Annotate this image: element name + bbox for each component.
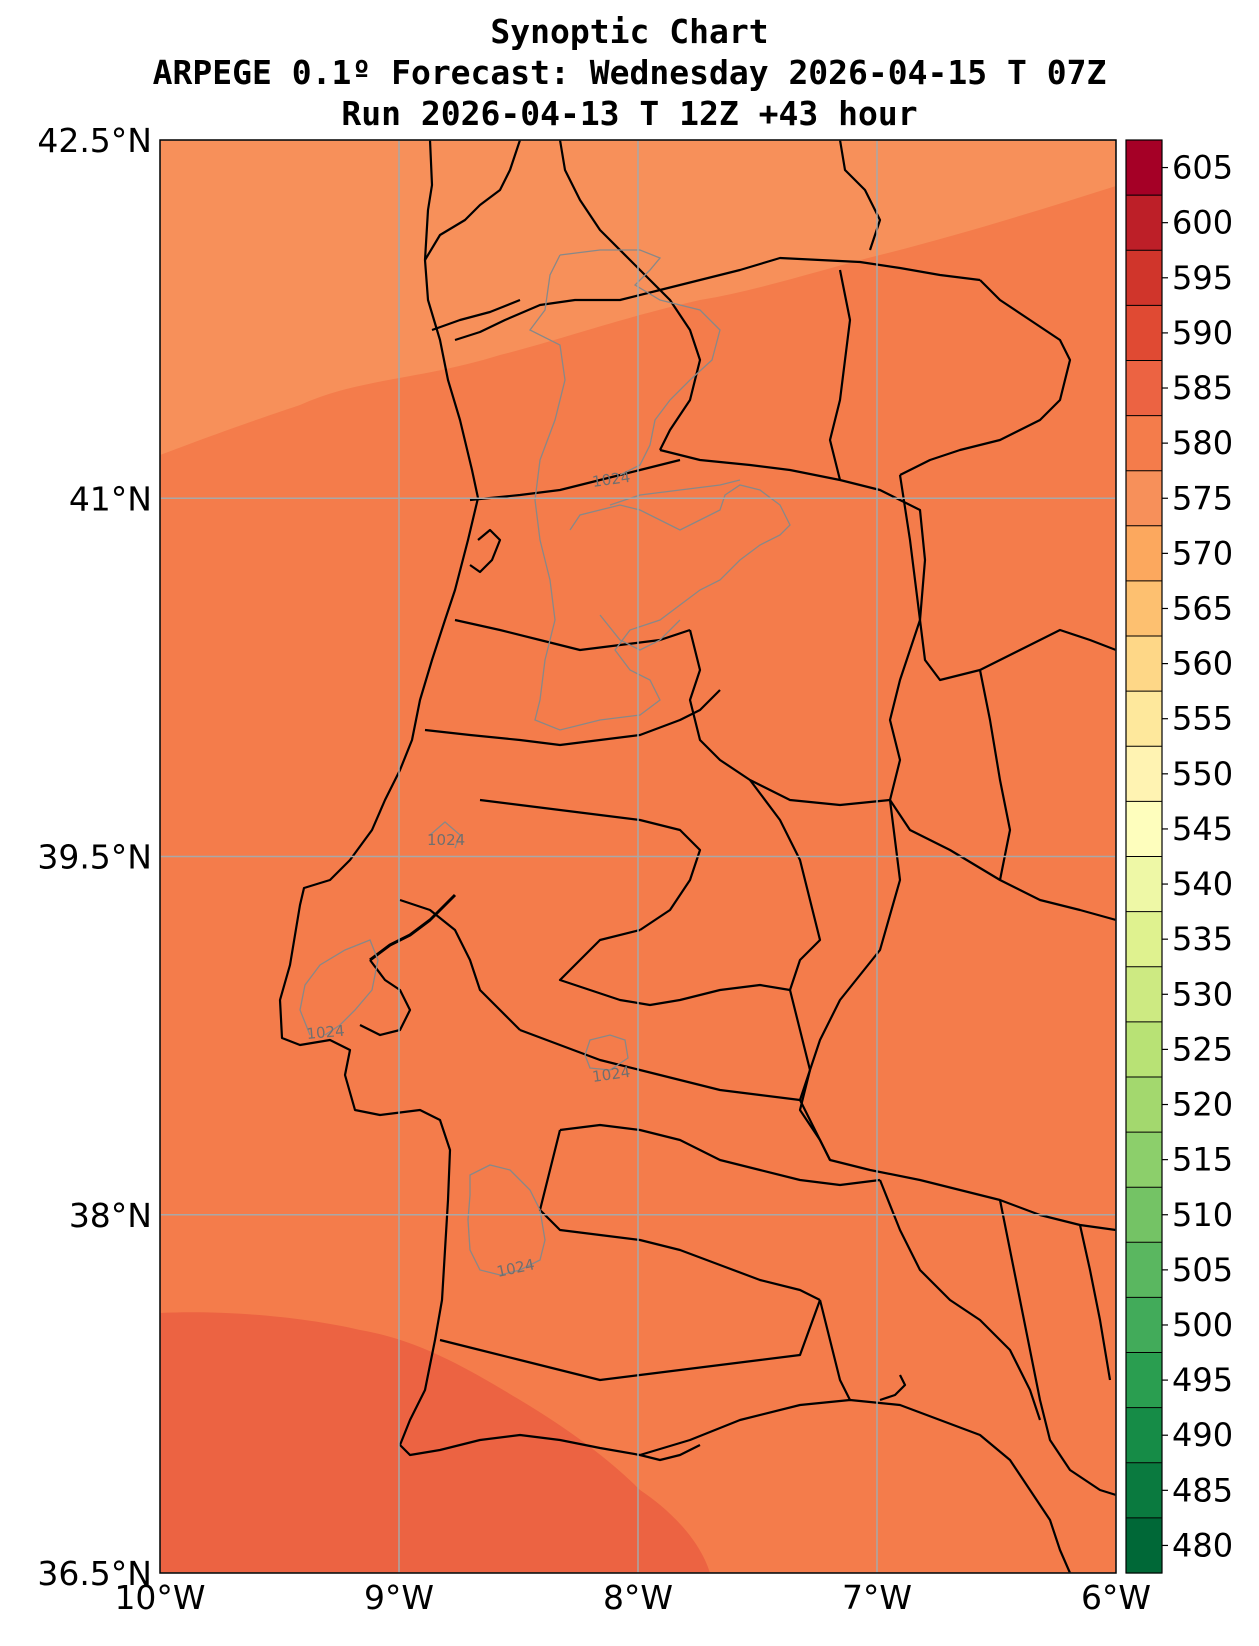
lat-tick-label: 36.5°N — [37, 1554, 152, 1593]
colorbar-tick-label: 575 — [1172, 479, 1233, 517]
colorbar-swatch — [1126, 525, 1162, 582]
lat-tick-label: 38°N — [69, 1196, 152, 1235]
colorbar-swatch — [1126, 636, 1162, 692]
colorbar-tick-label: 595 — [1172, 259, 1233, 297]
colorbar-tick-label: 505 — [1172, 1251, 1233, 1289]
isobar-label: 1024 — [306, 1022, 346, 1043]
map-axes: 10°W 9°W 8°W 7°W 6°W 42.5°N 41°N 39.5°N 38°N 36.5… — [37, 121, 1151, 1617]
colorbar-frame — [1125, 139, 1163, 1574]
lon-tick-label: 9°W — [364, 1578, 434, 1617]
run-subtitle: Run 2026-04-13 T 12Z +43 hour — [341, 94, 918, 133]
colorbar-tick-label: 585 — [1172, 369, 1233, 407]
colorbar-tick-label: 525 — [1172, 1030, 1233, 1068]
colorbar-tick-label: 510 — [1172, 1196, 1233, 1234]
colorbar-tick-label: 550 — [1172, 755, 1233, 793]
lon-tick-label: 7°W — [842, 1578, 912, 1617]
forecast-subtitle: ARPEGE 0.1º Forecast: Wednesday 2026-04-… — [152, 53, 1107, 92]
colorbar-swatch — [1126, 1517, 1162, 1574]
map-gridlines — [160, 140, 1116, 1573]
colorbar-tick-label: 565 — [1172, 589, 1233, 627]
colorbar-tick-label: 500 — [1172, 1306, 1233, 1344]
colorbar-swatch — [1126, 470, 1162, 527]
lat-tick-label: 42.5°N — [37, 121, 152, 160]
colorbar-swatch — [1126, 305, 1162, 362]
colorbar-tick-label: 555 — [1172, 700, 1233, 738]
map-frame — [159, 139, 1117, 1574]
lon-tick-label: 10°W — [114, 1578, 205, 1617]
colorbar-swatch — [1126, 1352, 1162, 1409]
colorbar-tick-label: 605 — [1172, 149, 1233, 187]
colorbar-tick-label: 530 — [1172, 975, 1233, 1013]
lat-tick-label: 41°N — [69, 479, 152, 518]
isobar-label: 1024 — [427, 831, 465, 849]
colorbar-swatch — [1126, 1462, 1162, 1519]
colorbar-swatch — [1126, 1407, 1162, 1464]
colorbar-swatch — [1126, 691, 1162, 747]
colorbar: 480 485 490 495 500 505 510 515 520 525 530 535 540 5… — [1125, 139, 1233, 1574]
colorbar-tick-label: 590 — [1172, 314, 1233, 352]
isobar-contours — [299, 249, 791, 1276]
colorbar-tick-label: 490 — [1172, 1416, 1233, 1454]
field-band-580-585 — [160, 1312, 710, 1573]
colorbar-tick-label: 560 — [1172, 645, 1233, 683]
colorbar-tick-label: 485 — [1172, 1471, 1233, 1509]
lon-tick-label: 6°W — [1081, 1578, 1151, 1617]
colorbar-tick-label: 600 — [1172, 204, 1233, 242]
colorbar-tick-label: 520 — [1172, 1086, 1233, 1124]
colorbar-tick-label: 515 — [1172, 1141, 1233, 1179]
colorbar-tick-label: 495 — [1172, 1361, 1233, 1399]
colorbar-swatch — [1126, 856, 1162, 913]
colorbar-swatch — [1126, 140, 1162, 196]
colorbar-swatch — [1126, 1021, 1162, 1078]
colorbar-tick-label: 570 — [1172, 534, 1233, 572]
colorbar-swatch — [1126, 415, 1162, 472]
colorbar-tick-label: 540 — [1172, 865, 1233, 903]
lon-tick-label: 8°W — [603, 1578, 673, 1617]
colorbar-swatch — [1126, 250, 1162, 306]
colorbar-swatch — [1126, 580, 1162, 637]
isobar-label: 1024 — [591, 1063, 631, 1086]
colorbar-swatch — [1126, 966, 1162, 1023]
country-borders — [278, 140, 1116, 1573]
colorbar-swatch — [1126, 1297, 1162, 1354]
colorbar-tick-label: 580 — [1172, 424, 1233, 462]
colorbar-tick-label: 535 — [1172, 920, 1233, 958]
colorbar-swatch — [1126, 1132, 1162, 1188]
chart-title: Synoptic Chart — [490, 12, 769, 51]
colorbar-swatch — [1126, 1076, 1162, 1133]
colorbar-swatch — [1126, 360, 1162, 417]
isobar-label: 1024 — [591, 468, 631, 491]
colorbar-swatch — [1126, 195, 1162, 251]
colorbar-tick-label: 545 — [1172, 810, 1233, 848]
colorbar-swatch — [1126, 1242, 1162, 1299]
colorbar-swatch — [1126, 911, 1162, 968]
colorbar-tick-label: 480 — [1172, 1526, 1233, 1564]
lat-tick-label: 39.5°N — [37, 838, 152, 877]
colorbar-swatch — [1126, 746, 1162, 802]
colorbar-swatch — [1126, 801, 1162, 858]
isobar-labels: 1024 1024 1024 1024 1024 — [306, 468, 632, 1281]
colorbar-swatch — [1126, 1187, 1162, 1243]
